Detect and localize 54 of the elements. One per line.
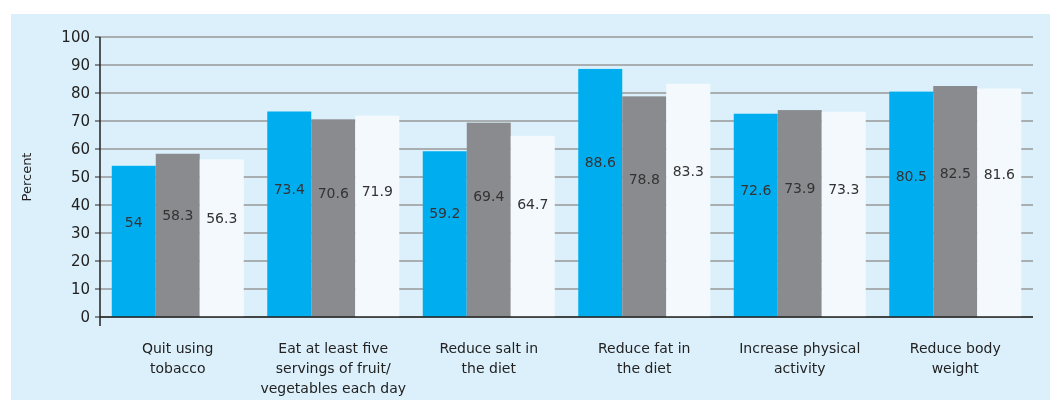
bar [422, 151, 467, 317]
bar [733, 113, 778, 317]
data-label: 54 [124, 214, 143, 231]
y-tick-label: 0 [80, 307, 90, 326]
data-label: 88.6 [584, 154, 616, 171]
y-tick-label: 90 [70, 55, 90, 74]
data-label: 70.6 [317, 185, 349, 202]
bar [777, 110, 822, 317]
data-label: 73.3 [828, 180, 860, 197]
data-label: 59.2 [429, 205, 461, 222]
y-tick-label: 20 [70, 251, 90, 270]
bar [977, 88, 1022, 317]
bar [466, 122, 511, 317]
data-label: 56.3 [206, 210, 238, 227]
bar [889, 91, 934, 317]
x-tick-label: Quit using tobacco [141, 340, 214, 376]
bar [933, 86, 978, 317]
data-label: 81.6 [983, 166, 1015, 183]
bar [578, 68, 623, 317]
bar [199, 159, 244, 317]
x-tick-label: Reduce body weight [909, 340, 1001, 376]
data-label: 82.5 [939, 164, 971, 181]
y-tick-label: 70 [70, 111, 90, 130]
y-tick-label: 30 [70, 223, 90, 242]
y-tick-label: 10 [70, 279, 90, 298]
y-tick-label: 80 [70, 83, 90, 102]
data-label: 78.8 [628, 171, 660, 188]
x-tick-label: Eat at least five servings of fruit/ vegetables each day [260, 340, 407, 396]
bar [355, 115, 400, 317]
bar [510, 135, 555, 317]
y-tick-label: 60 [70, 139, 90, 158]
y-tick-label: 40 [70, 195, 90, 214]
bar [267, 111, 312, 317]
y-axis-title: Percent [19, 152, 34, 202]
data-label: 73.9 [784, 179, 816, 196]
bar [622, 96, 667, 317]
x-tick-label: Increase physical activity [739, 340, 861, 376]
x-tick-label: Reduce fat in the diet [598, 340, 691, 376]
data-label: 71.9 [361, 183, 393, 200]
bar [666, 83, 711, 317]
y-tick-label: 50 [70, 167, 90, 186]
data-label: 64.7 [517, 195, 549, 212]
bar [155, 153, 200, 317]
x-tick-label: Reduce salt in the diet [439, 340, 539, 376]
data-label: 73.4 [273, 180, 305, 197]
data-label: 58.3 [162, 206, 194, 223]
data-label: 72.6 [740, 181, 772, 198]
y-tick-label: 100 [61, 27, 90, 46]
data-label: 80.5 [895, 168, 927, 185]
data-label: 83.3 [672, 163, 704, 180]
bar [111, 165, 156, 317]
data-label: 69.4 [473, 187, 505, 204]
bar [821, 111, 866, 317]
bar [311, 119, 356, 317]
